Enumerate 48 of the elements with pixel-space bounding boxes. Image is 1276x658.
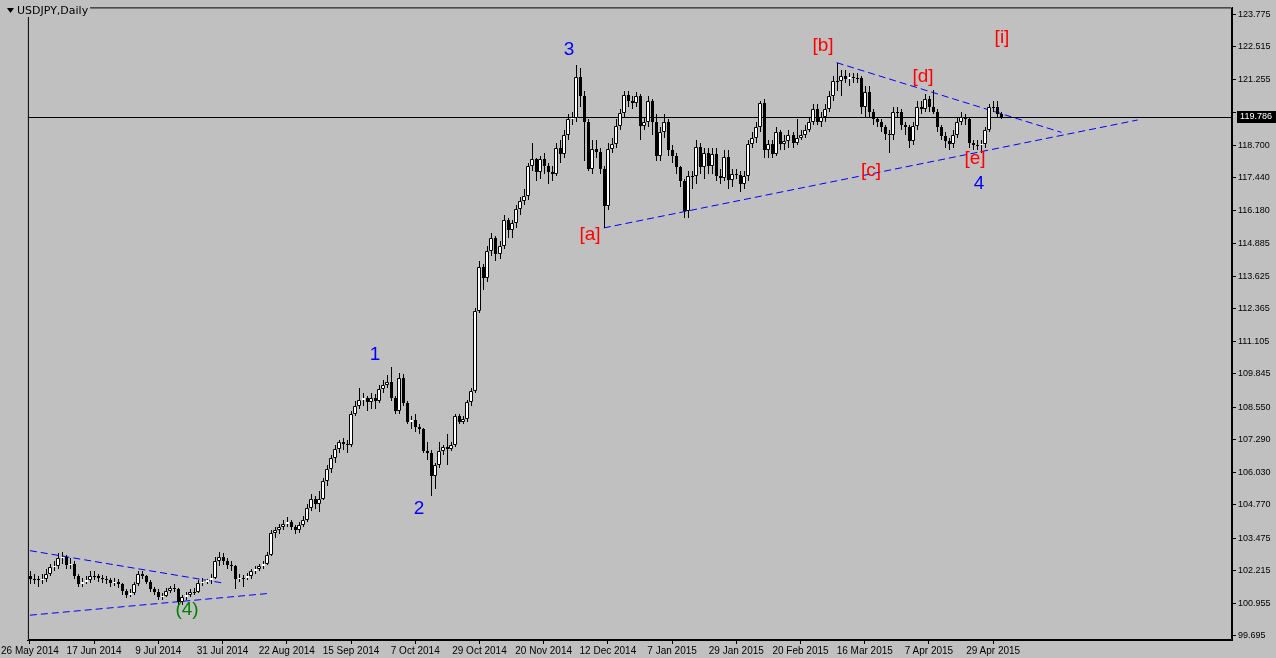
annotation: [e] [964,147,986,169]
y-tick-label: 109.845 [1238,368,1271,379]
x-tick-label: 12 Dec 2014 [579,644,637,656]
y-tick-label: 118.700 [1238,139,1270,150]
x-tick-label: 22 Aug 2014 [258,644,316,656]
chart-title: USDJPY,Daily [17,4,89,17]
y-tick-label: 100.955 [1238,597,1271,608]
x-tick-label: 20 Nov 2014 [515,644,573,656]
y-tick-label: 99.695 [1238,630,1266,641]
x-tick-label: 29 Jan 2015 [708,644,765,656]
annotation: 1 [369,343,381,365]
annotation: [d] [912,65,934,87]
annotation: [b] [812,34,834,56]
y-tick-label: 111.105 [1238,335,1270,346]
y-tick-label: 114.885 [1238,238,1270,249]
annotation: (4) [175,598,199,620]
y-tick-label: 123.775 [1238,8,1271,19]
annotation: [i] [994,26,1010,48]
y-tick-label: 103.475 [1238,532,1271,543]
x-tick-label: 26 May 2014 [1,644,60,656]
x-tick-label: 9 Jul 2014 [135,644,182,656]
y-tick-label: 112.365 [1238,303,1270,314]
x-tick-label: 7 Jan 2015 [647,644,698,656]
x-tick-label: 20 Feb 2015 [772,644,830,656]
x-tick-label: 31 Jul 2014 [196,644,249,656]
y-tick-label: 107.290 [1238,434,1271,445]
y-tick-label: 102.215 [1238,565,1271,576]
annotation: [c] [860,159,882,181]
ref-line-label: 119.786 [1240,111,1272,122]
x-tick-label: 7 Oct 2014 [390,644,441,656]
x-tick-label: 29 Oct 2014 [452,644,508,656]
y-tick-label: 122.515 [1238,41,1271,52]
annotation: 3 [563,38,575,60]
x-tick-label: 17 Jun 2014 [66,644,123,656]
y-tick-label: 106.030 [1238,466,1271,477]
x-tick-label: 16 Mar 2015 [836,644,894,656]
y-tick-label: 116.180 [1238,204,1270,215]
x-tick-label: 15 Sep 2014 [322,644,380,656]
y-tick-label: 113.625 [1238,270,1270,281]
y-tick-label: 117.440 [1238,172,1270,183]
x-tick-label: 7 Apr 2015 [904,644,954,656]
annotation: 4 [973,172,985,194]
y-tick-label: 108.550 [1238,401,1271,412]
x-tick-label: 29 Apr 2015 [966,644,1021,656]
annotation: 2 [413,497,425,519]
annotation: [a] [579,223,601,245]
y-tick-label: 104.770 [1238,499,1271,510]
y-tick-label: 121.255 [1238,73,1271,84]
